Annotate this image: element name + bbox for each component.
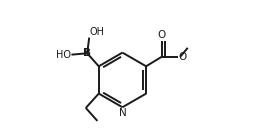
Text: N: N — [119, 108, 126, 118]
Text: HO: HO — [56, 50, 71, 60]
Text: B: B — [83, 48, 91, 58]
Text: O: O — [158, 30, 166, 40]
Text: O: O — [178, 52, 186, 62]
Text: OH: OH — [90, 27, 105, 37]
